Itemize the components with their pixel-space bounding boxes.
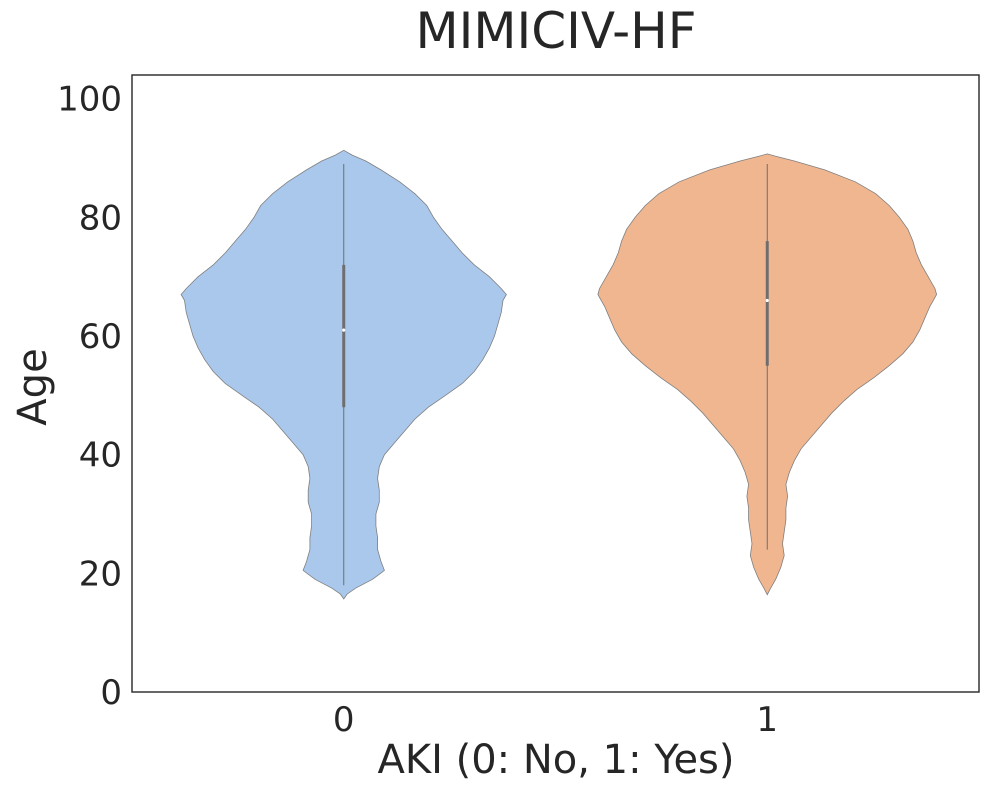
y-tick-label: 20 [79, 554, 122, 594]
y-tick-label: 60 [79, 317, 122, 357]
violin-median-1 [765, 298, 769, 303]
x-axis-label: AKI (0: No, 1: Yes) [378, 737, 735, 783]
chart-title: MIMICIV-HF [415, 2, 696, 60]
y-tick-label: 80 [79, 198, 122, 238]
axes-frame [131, 74, 980, 693]
x-tick-label: 0 [333, 700, 355, 740]
y-tick-label: 100 [57, 80, 122, 120]
y-tick-labels: 0 20 40 60 80 100 [57, 80, 122, 713]
x-tick-label: 1 [756, 700, 778, 740]
y-tick-label: 0 [100, 673, 122, 713]
y-axis-label: Age [10, 348, 56, 425]
violin-median-0 [342, 328, 346, 332]
y-tick-label: 40 [79, 436, 122, 476]
plot-area [180, 149, 938, 600]
